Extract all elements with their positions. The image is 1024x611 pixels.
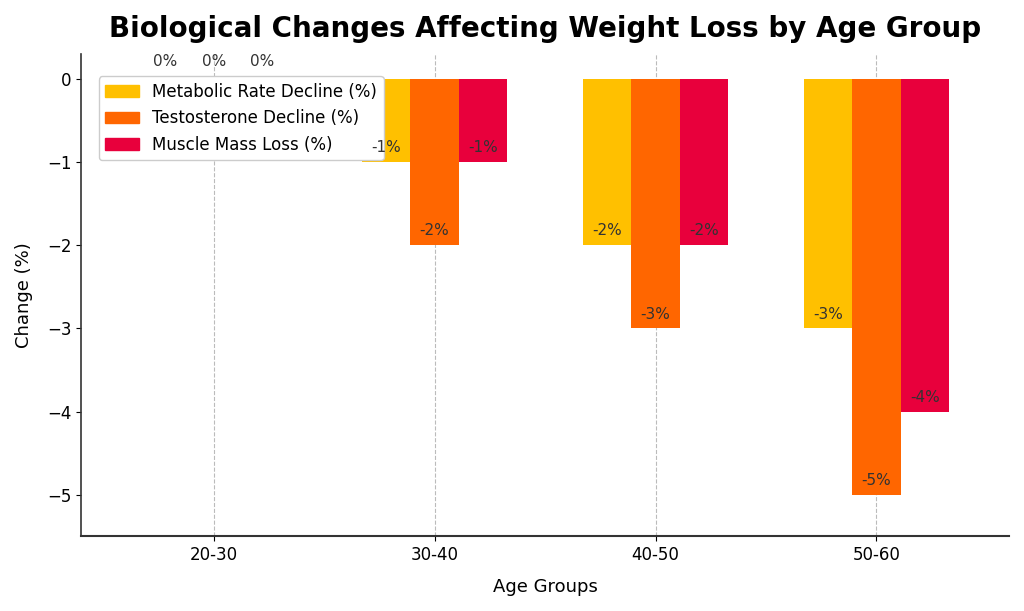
Text: -1%: -1% xyxy=(468,140,498,155)
Text: -2%: -2% xyxy=(592,224,622,238)
Bar xyxy=(583,79,631,245)
Y-axis label: Change (%): Change (%) xyxy=(15,242,33,348)
Text: 0%: 0% xyxy=(153,54,177,68)
Bar xyxy=(361,79,411,162)
Text: 0%: 0% xyxy=(202,54,225,68)
Text: 0%: 0% xyxy=(250,54,274,68)
X-axis label: Age Groups: Age Groups xyxy=(493,578,597,596)
Bar xyxy=(459,79,508,162)
Legend: Metabolic Rate Decline (%), Testosterone Decline (%), Muscle Mass Loss (%): Metabolic Rate Decline (%), Testosterone… xyxy=(98,76,384,161)
Text: -1%: -1% xyxy=(371,140,400,155)
Bar xyxy=(852,79,901,495)
Text: -3%: -3% xyxy=(813,307,843,321)
Text: -3%: -3% xyxy=(641,307,671,321)
Text: -2%: -2% xyxy=(689,224,719,238)
Bar xyxy=(631,79,680,328)
Text: -4%: -4% xyxy=(910,390,940,405)
Title: Biological Changes Affecting Weight Loss by Age Group: Biological Changes Affecting Weight Loss… xyxy=(109,15,981,43)
Bar xyxy=(411,79,459,245)
Text: -5%: -5% xyxy=(861,473,891,488)
Bar xyxy=(901,79,949,412)
Text: -2%: -2% xyxy=(420,224,450,238)
Bar xyxy=(804,79,852,328)
Bar xyxy=(680,79,728,245)
